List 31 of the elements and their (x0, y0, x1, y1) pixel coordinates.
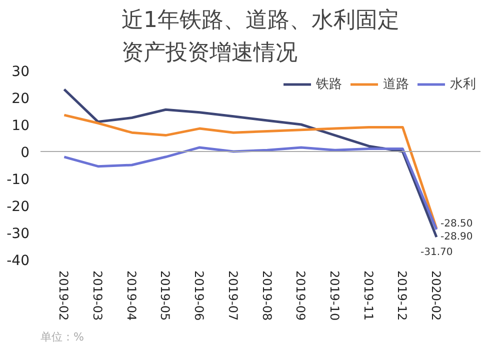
line-series (62, 88, 438, 238)
x-tick-label: 2019-02 (56, 270, 71, 321)
x-tick-label: 2019-08 (260, 270, 274, 321)
x-tick-label: 2019-07 (226, 270, 240, 321)
y-tick-label: -40 (6, 253, 30, 269)
x-tick-label: 2019-04 (124, 270, 138, 321)
y-tick-label: 10 (12, 118, 30, 134)
text: 单位：% (40, 330, 84, 344)
y-tick-label: -20 (6, 199, 30, 215)
line-series (62, 146, 438, 231)
y-tick-label: 30 (12, 64, 30, 80)
x-tick-label: 2019-06 (192, 270, 206, 321)
y-tick-label: 20 (12, 91, 30, 107)
x-tick-label: 2019-09 (294, 270, 308, 321)
x-tick-label: 2019-03 (90, 270, 105, 321)
legend-label: 铁路 (316, 76, 342, 93)
y-tick-label: -30 (6, 226, 30, 242)
x-tick-label: 2019-12 (395, 270, 410, 321)
data-label: -31.70 (420, 247, 453, 258)
y-tick-label: -10 (6, 172, 30, 188)
x-tick-label: 2019-11 (361, 270, 376, 321)
line-series (62, 114, 438, 230)
legend-label: 水利 (450, 76, 476, 93)
data-label: -28.90 (440, 232, 473, 243)
x-tick-label: 2019-10 (327, 270, 342, 321)
x-tick-label: 2020-02 (429, 270, 443, 321)
data-label: -28.50 (440, 218, 473, 230)
legend-label: 道路 (383, 76, 409, 93)
chart-title: 近1年铁路、道路、水利固定资产投资增速情况 (122, 8, 400, 66)
y-tick-label: 0 (20, 145, 30, 161)
x-tick-label: 2019-05 (158, 270, 172, 321)
